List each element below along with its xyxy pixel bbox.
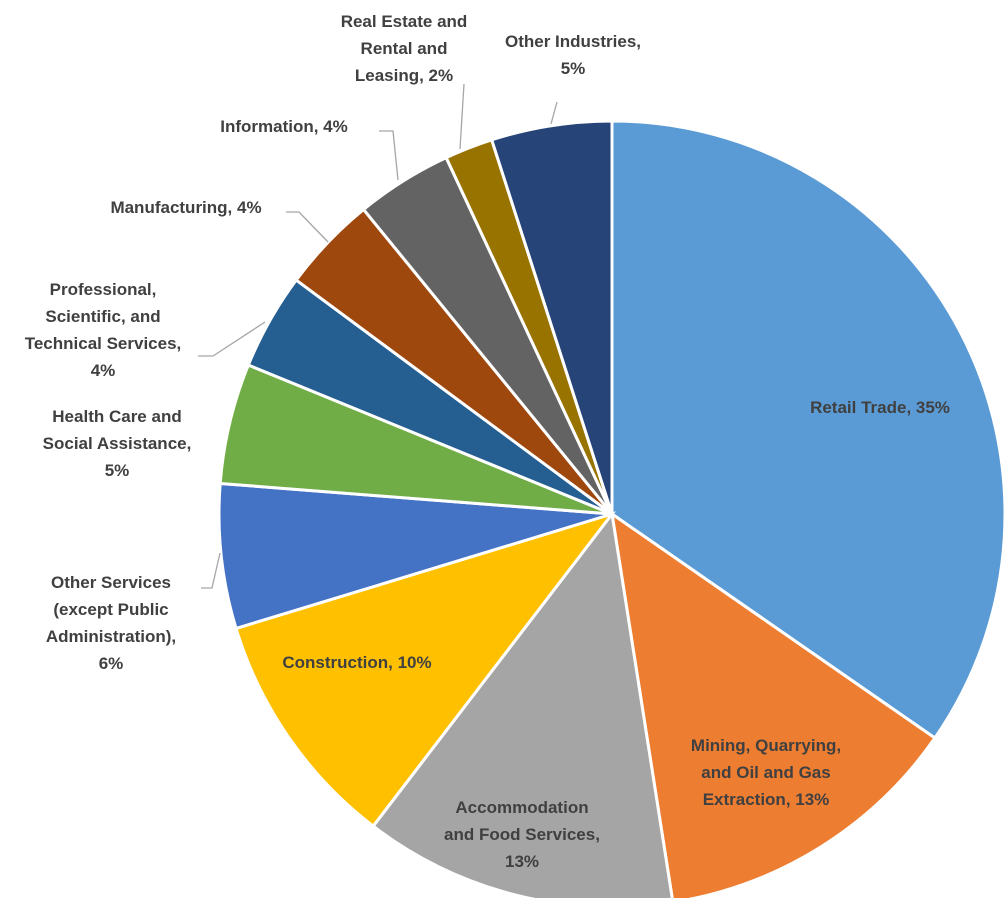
data-label-line: Scientific, and [45,307,160,326]
data-label-health: Health Care and Social Assistance, 5% [43,407,192,480]
data-label-line: Information, 4% [220,117,348,136]
data-label-construction: Construction, 10% [282,653,431,672]
data-label-line: Mining, Quarrying, [691,736,841,755]
data-label-manufacturing: Manufacturing, 4% [110,198,261,217]
data-label-line: Social Assistance, [43,434,192,453]
data-label-information: Information, 4% [220,117,348,136]
data-label-line: Leasing, 2% [355,66,453,85]
data-label-line: and Food Services, [444,825,600,844]
data-label-line: 6% [99,654,124,673]
data-label-line: Construction, 10% [282,653,431,672]
data-label-line: Manufacturing, 4% [110,198,261,217]
data-label-line: 5% [105,461,130,480]
data-label-line: (except Public [53,600,168,619]
leader-other-industries [551,102,557,124]
data-label-other-services: Other Services (except Public Administrati… [46,573,176,673]
data-label-line: Administration), [46,627,176,646]
pie-slices [219,121,1005,898]
data-label-line: 13% [505,852,539,871]
data-label-retail: Retail Trade, 35% [810,398,950,417]
data-label-line: Extraction, 13% [703,790,830,809]
data-label-other-industries: Other Industries, 5% [505,32,641,78]
leader-real-estate [460,84,464,149]
data-label-line: Retail Trade, 35% [810,398,950,417]
data-label-line: Rental and [361,39,448,58]
data-label-mining: Mining, Quarrying, and Oil and Gas Extract… [691,736,841,809]
data-label-line: 4% [91,361,116,380]
data-label-line: Professional, [50,280,157,299]
data-label-line: Other Services [51,573,171,592]
data-label-professional: Professional, Scientific, and Technical Se… [25,280,182,380]
data-label-line: Accommodation [455,798,588,817]
data-label-line: 5% [561,59,586,78]
leader-other-services [201,553,220,588]
leader-manufacturing [286,212,328,242]
leader-information [379,131,398,180]
data-label-real-estate: Real Estate and Rental and Leasing, 2% [341,12,468,85]
data-label-line: Health Care and [52,407,181,426]
data-label-line: and Oil and Gas [701,763,830,782]
data-label-line: Real Estate and [341,12,468,31]
data-label-line: Technical Services, [25,334,182,353]
data-label-line: Other Industries, [505,32,641,51]
